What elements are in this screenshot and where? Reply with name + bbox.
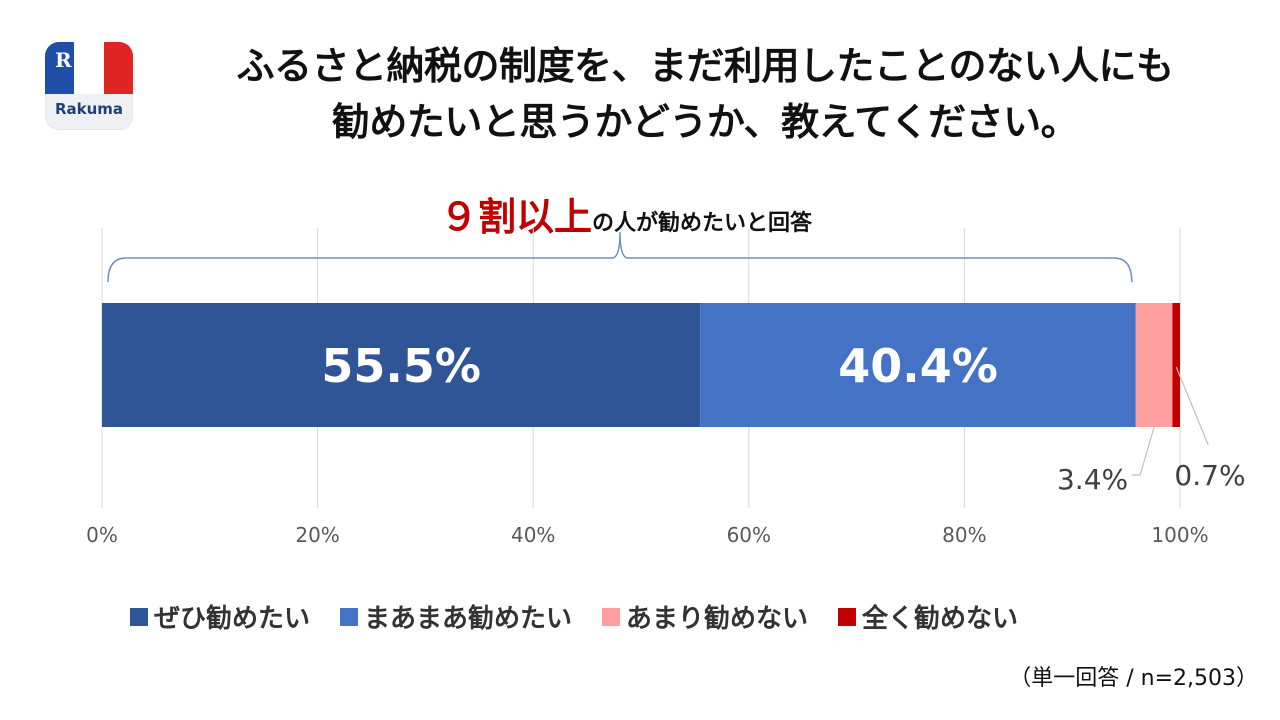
bar-label-4: 0.7%	[1174, 459, 1245, 492]
legend-item-2: まあまあ勧めたい	[340, 598, 572, 635]
bar-label-3: 3.4%	[1057, 463, 1128, 496]
bar-segment-2	[700, 303, 1136, 427]
legend-label-1: ぜひ勧めたい	[154, 604, 311, 634]
legend: ぜひ勧めたい まあまあ勧めたい あまり勧めない 全く勧めない	[130, 598, 1018, 635]
legend-item-3: あまり勧めない	[602, 598, 808, 635]
sample-note: （単一回答 / n=2,503）	[1009, 666, 1258, 691]
legend-label-2: まあまあ勧めたい	[364, 604, 573, 634]
bar-label-2: 40.4%	[838, 339, 998, 393]
bar-segment-1	[102, 303, 701, 427]
legend-swatch-4	[838, 607, 857, 626]
x-tick-label-1: 20%	[295, 523, 339, 547]
leader-line-3	[1132, 426, 1155, 476]
bar-segment-4	[1172, 303, 1180, 427]
legend-label-4: 全く勧めない	[862, 604, 1019, 634]
logo-mark: R	[55, 48, 72, 72]
logo-brand-text: Rakuma	[54, 100, 124, 118]
callout-bracket	[107, 231, 1133, 283]
callout: ９割以上の人が勧めたいと回答	[440, 186, 812, 241]
x-tick-label-5: 100%	[1151, 523, 1208, 547]
callout-highlight: ９割以上	[440, 195, 593, 239]
rakuma-logo: R Rakuma	[45, 42, 133, 130]
x-tick-label-2: 40%	[511, 523, 555, 547]
bar-segment-3	[1135, 303, 1173, 427]
leader-line-4	[1175, 366, 1209, 446]
title-line-2: 勧めたいと思うかどうか、教えてください。	[331, 100, 1079, 144]
legend-swatch-1	[130, 607, 148, 626]
legend-item-4: 全く勧めない	[838, 598, 1018, 635]
title-line-1: ふるさと納税の制度を、まだ利用したことのない人にも	[236, 44, 1174, 88]
callout-text: の人が勧めたいと回答	[592, 211, 813, 236]
x-tick-label-4: 80%	[942, 523, 986, 547]
legend-swatch-2	[340, 607, 359, 626]
page-title: ふるさと納税の制度を、まだ利用したことのない人にも 勧めたいと思うかどうか、教え…	[150, 38, 1260, 150]
french-flag-icon	[45, 42, 133, 94]
legend-swatch-3	[602, 607, 621, 626]
legend-label-3: あまり勧めない	[626, 604, 809, 634]
legend-item-1: ぜひ勧めたい	[130, 598, 310, 635]
bar-label-1: 55.5%	[321, 339, 481, 393]
x-tick-label-3: 60%	[727, 523, 771, 547]
x-tick-label-0: 0%	[86, 523, 118, 547]
